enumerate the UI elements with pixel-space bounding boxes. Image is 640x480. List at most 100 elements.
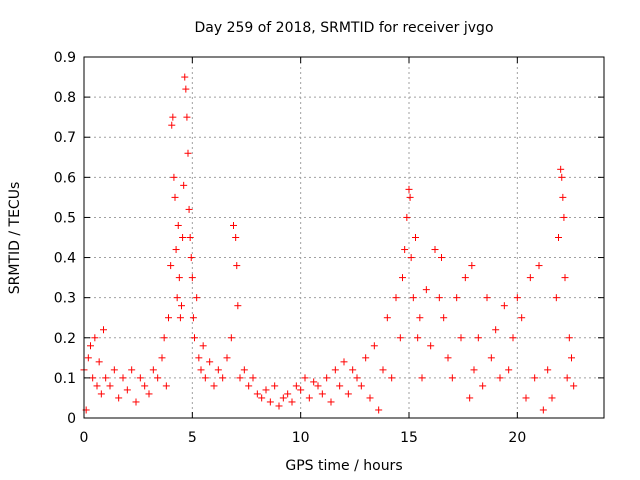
data-point — [461, 274, 469, 282]
data-point — [193, 294, 201, 302]
data-point — [396, 334, 404, 342]
data-point — [427, 342, 435, 350]
data-point — [448, 374, 456, 382]
data-point — [119, 374, 127, 382]
data-point — [563, 374, 571, 382]
data-point — [110, 366, 118, 374]
data-point — [232, 234, 240, 241]
data-point — [132, 398, 140, 406]
data-point — [505, 366, 513, 374]
data-point — [301, 374, 309, 382]
data-point — [483, 294, 491, 302]
data-point — [479, 382, 487, 390]
data-point — [136, 374, 144, 382]
data-point — [531, 374, 539, 382]
data-point — [559, 193, 567, 201]
data-point — [560, 213, 568, 221]
data-point — [154, 374, 162, 382]
data-point — [362, 354, 370, 362]
y-tick-label: 0.9 — [54, 50, 76, 66]
data-point — [513, 294, 521, 302]
data-point — [392, 294, 400, 302]
y-axis-label: SRMTID / TECUs — [7, 182, 23, 295]
data-point — [219, 374, 227, 382]
data-point — [201, 374, 209, 382]
data-point — [370, 342, 378, 350]
data-point — [416, 314, 424, 322]
data-point — [169, 113, 177, 121]
data-point — [412, 234, 419, 241]
data-point — [123, 386, 131, 394]
data-point — [318, 390, 326, 398]
data-point — [403, 213, 411, 221]
data-point — [401, 246, 409, 254]
data-point — [173, 294, 181, 302]
data-point — [175, 274, 183, 282]
data-point — [399, 274, 406, 282]
data-point — [409, 294, 417, 302]
data-point — [149, 366, 157, 374]
plot-frame — [83, 56, 605, 419]
data-point — [379, 366, 387, 374]
data-point — [249, 374, 257, 382]
data-point — [565, 334, 573, 342]
data-point — [162, 382, 170, 390]
data-point — [199, 342, 207, 350]
data-point — [266, 398, 274, 406]
data-point — [344, 390, 352, 398]
data-point — [288, 398, 296, 406]
data-point — [444, 354, 452, 362]
data-point — [509, 334, 517, 342]
chart-title: Day 259 of 2018, SRMTID for receiver jvg… — [194, 20, 493, 36]
y-tick-label: 0.7 — [54, 130, 76, 146]
data-point — [353, 374, 361, 382]
data-point — [405, 185, 413, 193]
data-point — [297, 386, 305, 394]
y-tick-label: 0.1 — [54, 371, 76, 387]
data-point — [240, 366, 248, 374]
data-point — [526, 274, 534, 282]
data-point — [210, 382, 218, 390]
data-point — [331, 366, 339, 374]
data-point — [568, 354, 575, 362]
data-point — [253, 390, 261, 398]
data-point — [422, 286, 430, 294]
data-point — [181, 73, 189, 81]
data-point — [349, 366, 357, 374]
data-point — [167, 262, 175, 270]
y-tick-label: 0 — [67, 411, 76, 427]
data-point — [234, 302, 242, 310]
data-point — [174, 221, 182, 229]
data-point — [182, 85, 190, 93]
data-point — [492, 326, 500, 334]
data-point — [453, 294, 461, 302]
data-point — [227, 334, 235, 342]
y-tick-label: 0.4 — [54, 251, 76, 267]
data-point — [172, 246, 180, 254]
data-point — [93, 382, 101, 390]
data-point — [91, 334, 99, 342]
data-point — [258, 394, 266, 402]
data-point — [310, 378, 318, 386]
data-point — [323, 374, 331, 382]
data-point — [178, 302, 185, 310]
data-point — [197, 366, 205, 374]
data-point — [555, 234, 562, 241]
data-point — [179, 234, 187, 241]
data-point — [176, 314, 184, 322]
data-point — [292, 382, 300, 390]
data-point — [305, 394, 313, 402]
x-tick-label: 0 — [80, 430, 89, 446]
data-point — [357, 382, 365, 390]
data-point — [160, 334, 168, 342]
data-point — [539, 406, 547, 414]
data-point — [180, 181, 188, 189]
data-point — [185, 205, 193, 213]
data-point — [145, 390, 153, 398]
data-point — [438, 254, 445, 262]
data-point — [487, 354, 495, 362]
data-point — [89, 374, 97, 382]
y-tick-label: 0.8 — [54, 90, 76, 106]
data-point — [518, 314, 526, 322]
